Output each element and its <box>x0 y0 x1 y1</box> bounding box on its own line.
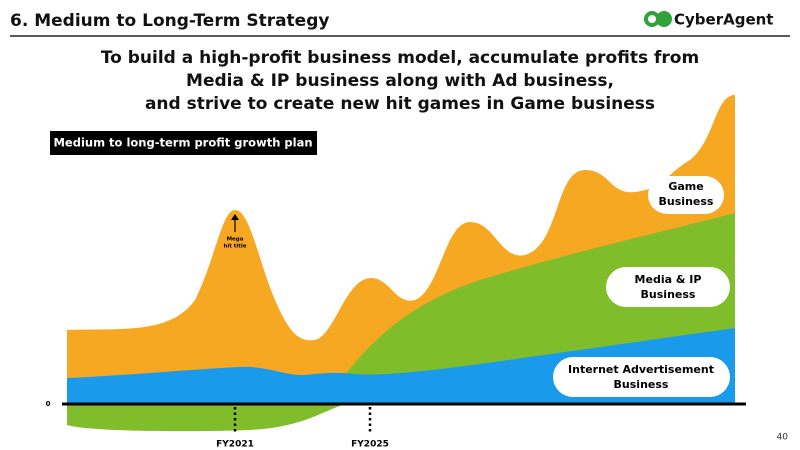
logo-icon <box>656 11 672 27</box>
logo-icon <box>648 15 656 23</box>
fy-label: FY2021 <box>216 440 254 450</box>
fy-label: FY2025 <box>351 440 389 450</box>
segment-pill <box>648 176 724 214</box>
logo-text: CyberAgent <box>674 11 773 29</box>
segment-pill <box>606 267 730 307</box>
segment-label: Internet Advertisement <box>568 363 714 376</box>
headline: Media & IP business along with Ad busine… <box>186 71 614 91</box>
logo: CyberAgent <box>644 11 773 29</box>
headline: and strive to create new hit games in Ga… <box>145 94 655 114</box>
headline: To build a high-profit business model, a… <box>101 48 699 68</box>
segment-pill <box>553 357 730 397</box>
plan-label: Medium to long-term profit growth plan <box>53 136 312 150</box>
annotation: hit title <box>223 244 246 250</box>
page-number: 40 <box>777 433 789 443</box>
slide-title: 6. Medium to Long-Term Strategy <box>10 11 329 31</box>
segment-label: Business <box>614 378 669 391</box>
segment-label: Game <box>668 180 703 193</box>
segment-label: Media & IP <box>635 273 702 286</box>
plan-label-box <box>50 131 317 155</box>
segment-label: Business <box>659 195 714 208</box>
annotation: Mega <box>227 237 244 243</box>
arrowhead <box>231 214 239 220</box>
zero-label: 0 <box>46 400 51 408</box>
segment-label: Business <box>641 288 696 301</box>
media-negative-area <box>67 404 345 432</box>
